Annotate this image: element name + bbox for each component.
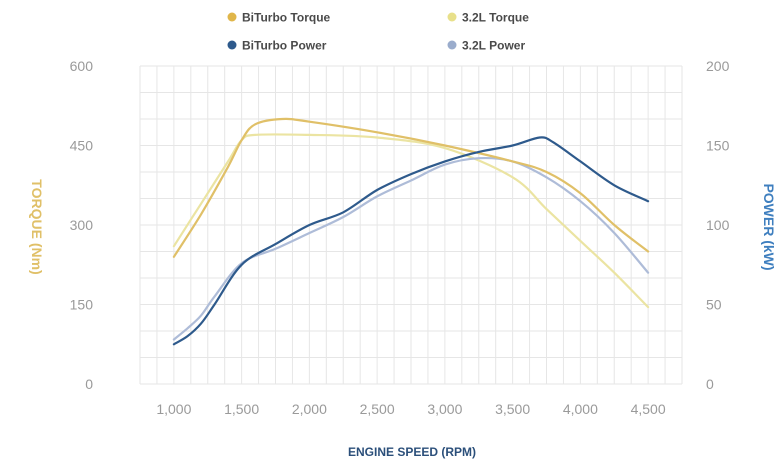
legend: BiTurbo Torque 3.2L Torque BiTurbo Power…: [227, 11, 529, 53]
x-tick-label: 4,500: [631, 401, 666, 417]
x-tick-label: 2,500: [360, 401, 395, 417]
line-3-2l-torque: [172, 133, 650, 309]
y-left-tick-label: 450: [70, 138, 94, 154]
y-axis-left-title: TORQUE (Nm): [29, 179, 45, 274]
legend-swatch-biturbo-torque: [227, 12, 237, 22]
line-3-2l-power: [172, 156, 650, 341]
y-left-tick-label: 150: [70, 297, 94, 313]
y-axis-right-title: POWER (kW): [761, 183, 777, 270]
legend-swatch-3-2l-torque: [447, 12, 457, 22]
legend-item-3-2l-torque: 3.2L Torque: [447, 11, 529, 25]
grid: [139, 65, 683, 385]
legend-item-biturbo-torque: BiTurbo Torque: [227, 11, 331, 25]
y-left-tick-label: 0: [85, 376, 93, 392]
legend-swatch-3-2l-power: [447, 40, 457, 50]
line-biturbo-power: [172, 136, 650, 346]
y-right-tick-label: 50: [706, 297, 722, 313]
y-right-tick-label: 200: [706, 58, 730, 74]
legend-item-biturbo-power: BiTurbo Power: [227, 39, 327, 53]
series-lines: [172, 117, 650, 346]
y-left-tick-label: 600: [70, 58, 94, 74]
legend-swatch-biturbo-power: [227, 40, 237, 50]
legend-label-3-2l-power: 3.2L Power: [462, 39, 525, 53]
y-left-tick-label: 300: [70, 217, 94, 233]
tick-labels: 1,000 1,500 2,000 2,500 3,000 3,500 4,000 4,500…: [70, 58, 730, 417]
y-right-tick-label: 0: [706, 376, 714, 392]
legend-label-biturbo-torque: BiTurbo Torque: [242, 11, 331, 25]
x-tick-label: 4,000: [563, 401, 598, 417]
legend-label-3-2l-torque: 3.2L Torque: [462, 11, 529, 25]
line-biturbo-torque: [172, 117, 650, 258]
x-tick-label: 2,000: [292, 401, 327, 417]
legend-item-3-2l-power: 3.2L Power: [447, 39, 525, 53]
x-tick-label: 3,000: [427, 401, 462, 417]
y-right-tick-label: 150: [706, 138, 730, 154]
x-tick-label: 1,000: [156, 401, 191, 417]
x-tick-label: 3,500: [495, 401, 530, 417]
legend-label-biturbo-power: BiTurbo Power: [242, 39, 327, 53]
x-tick-label: 1,500: [224, 401, 259, 417]
y-right-tick-label: 100: [706, 217, 730, 233]
x-axis-title: ENGINE SPEED (RPM): [348, 445, 476, 459]
